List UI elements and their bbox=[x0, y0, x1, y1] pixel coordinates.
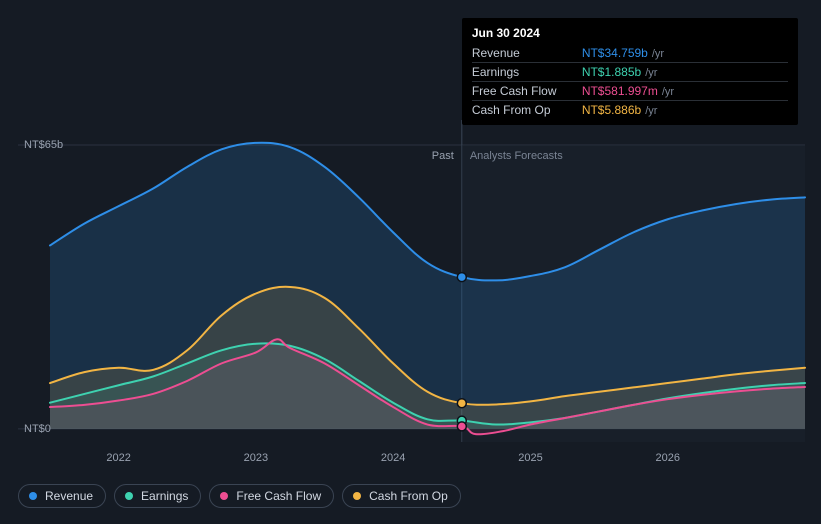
legend-swatch bbox=[125, 492, 133, 500]
tooltip-row-free_cash_flow: Free Cash FlowNT$581.997m/yr bbox=[472, 82, 788, 101]
chart-tooltip: Jun 30 2024 RevenueNT$34.759b/yrEarnings… bbox=[462, 18, 798, 125]
x-tick-label: 2024 bbox=[381, 452, 405, 464]
revenue-marker bbox=[457, 273, 466, 282]
forecast-label: Analysts Forecasts bbox=[470, 150, 563, 162]
x-tick-label: 2023 bbox=[244, 452, 268, 464]
financials-chart: NT$0 NT$65b 2022 2023 2024 2025 2026 Past Ana… bbox=[0, 0, 821, 524]
x-tick-label: 2025 bbox=[518, 452, 542, 464]
tooltip-row-revenue: RevenueNT$34.759b/yr bbox=[472, 44, 788, 63]
tooltip-row-value: NT$1.885b/yr bbox=[582, 63, 788, 82]
tooltip-row-label: Cash From Op bbox=[472, 101, 582, 120]
tooltip-row-earnings: EarningsNT$1.885b/yr bbox=[472, 63, 788, 82]
y-tick-label: NT$65b bbox=[24, 139, 63, 151]
tooltip-date: Jun 30 2024 bbox=[472, 24, 788, 44]
y-tick-label: NT$0 bbox=[24, 423, 51, 435]
legend-label: Revenue bbox=[45, 489, 93, 503]
tooltip-row-value: NT$5.886b/yr bbox=[582, 101, 788, 120]
legend-revenue[interactable]: Revenue bbox=[18, 484, 106, 508]
tooltip-row-label: Free Cash Flow bbox=[472, 82, 582, 101]
tooltip-row-cash_from_op: Cash From OpNT$5.886b/yr bbox=[472, 101, 788, 120]
legend-cash_from_op[interactable]: Cash From Op bbox=[342, 484, 461, 508]
legend-label: Earnings bbox=[141, 489, 188, 503]
legend-swatch bbox=[29, 492, 37, 500]
legend-swatch bbox=[220, 492, 228, 500]
tooltip-row-label: Revenue bbox=[472, 44, 582, 63]
legend-earnings[interactable]: Earnings bbox=[114, 484, 201, 508]
x-tick-label: 2026 bbox=[655, 452, 679, 464]
tooltip-row-value: NT$34.759b/yr bbox=[582, 44, 788, 63]
tooltip-row-label: Earnings bbox=[472, 63, 582, 82]
past-label: Past bbox=[424, 150, 454, 162]
tooltip-table: RevenueNT$34.759b/yrEarningsNT$1.885b/yr… bbox=[472, 44, 788, 119]
chart-legend: Revenue Earnings Free Cash Flow Cash From O… bbox=[18, 484, 461, 508]
legend-label: Free Cash Flow bbox=[236, 489, 321, 503]
legend-swatch bbox=[353, 492, 361, 500]
x-tick-label: 2022 bbox=[106, 452, 130, 464]
cash_from_op-marker bbox=[457, 399, 466, 408]
legend-free_cash_flow[interactable]: Free Cash Flow bbox=[209, 484, 334, 508]
tooltip-row-value: NT$581.997m/yr bbox=[582, 82, 788, 101]
free_cash_flow-marker bbox=[457, 422, 466, 431]
legend-label: Cash From Op bbox=[369, 489, 448, 503]
